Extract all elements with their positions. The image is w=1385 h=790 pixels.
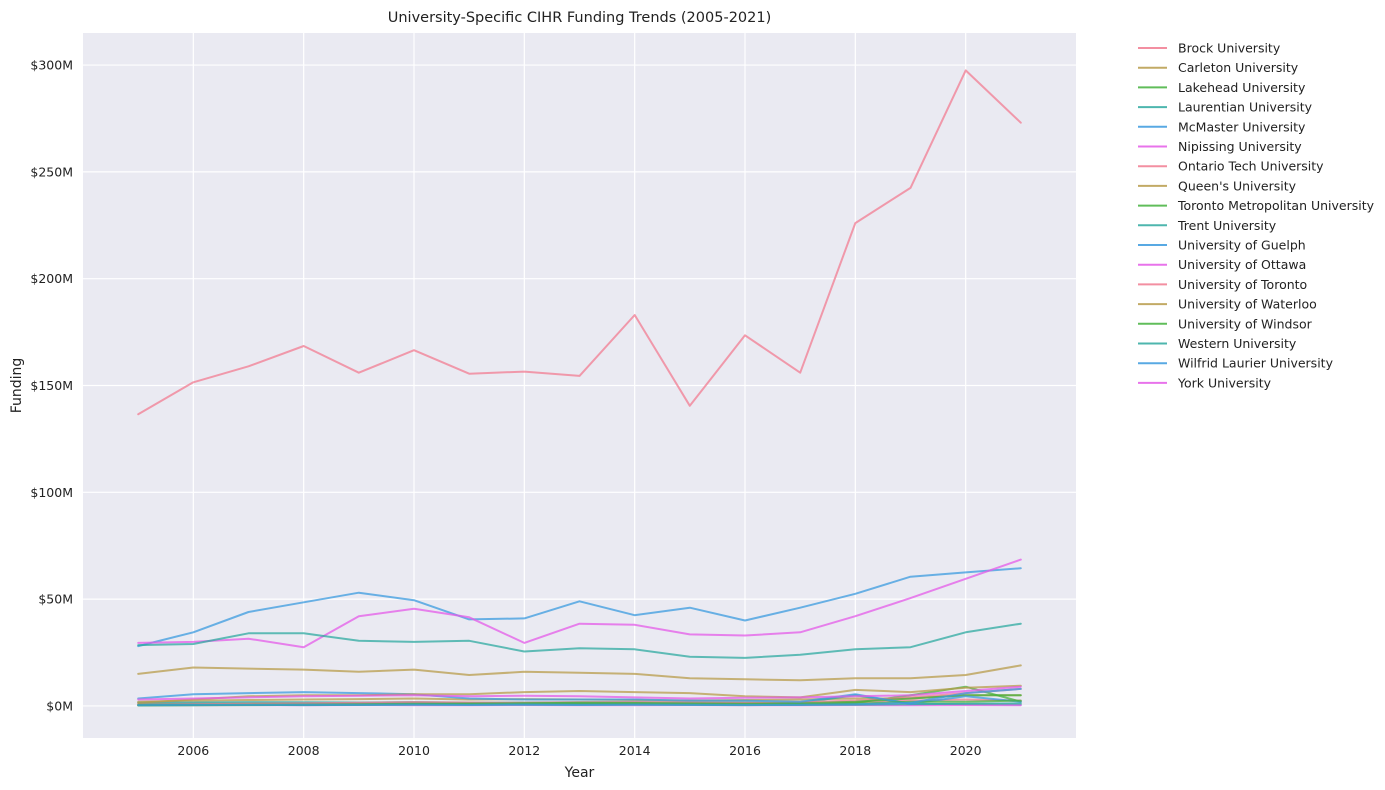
series-line-queen-s-university	[137, 664, 1022, 682]
legend-label: Trent University	[1177, 218, 1277, 233]
y-axis-label: Funding	[9, 358, 25, 414]
y-tick-label: $50M	[38, 592, 73, 607]
series-line-university-of-guelph	[137, 691, 1022, 705]
grid-lines	[83, 33, 1076, 738]
y-tick-label: $200M	[30, 271, 73, 286]
x-tick-label: 2008	[288, 743, 320, 758]
series-line-university-of-waterloo	[137, 684, 1022, 704]
legend-label: Nipissing University	[1178, 139, 1302, 154]
series-line-wilfrid-laurier-university	[137, 687, 1022, 707]
y-tick-label: $0M	[46, 698, 73, 713]
chart-title: University-Specific CIHR Funding Trends …	[388, 10, 772, 26]
series-line-york-university	[137, 685, 1022, 701]
y-tick-label: $150M	[30, 378, 73, 393]
legend-label: University of Guelph	[1178, 238, 1306, 253]
x-tick-label: 2016	[729, 743, 761, 758]
legend-label: Toronto Metropolitan University	[1177, 198, 1375, 213]
y-tick-label: $300M	[30, 58, 73, 73]
legend-label: University of Ottawa	[1178, 257, 1306, 272]
legend-label: Ontario Tech University	[1178, 159, 1324, 174]
legend-label: Carleton University	[1178, 60, 1299, 75]
x-tick-label: 2020	[950, 743, 982, 758]
series-line-mcmaster-university	[137, 567, 1022, 648]
y-tick-label: $250M	[30, 164, 73, 179]
legend-label: Queen's University	[1178, 178, 1297, 193]
legend-label: Brock University	[1178, 41, 1281, 56]
series-lines	[137, 69, 1022, 707]
x-axis-label: Year	[564, 765, 595, 781]
legend-label: Wilfrid Laurier University	[1178, 356, 1334, 371]
legend-label: University of Toronto	[1178, 277, 1307, 292]
legend-label: University of Waterloo	[1178, 297, 1317, 312]
y-tick-label: $100M	[30, 485, 73, 500]
series-line-university-of-ottawa	[137, 558, 1022, 649]
x-tick-label: 2014	[619, 743, 651, 758]
legend-label: Lakehead University	[1178, 80, 1306, 95]
x-tick-label: 2010	[398, 743, 430, 758]
series-line-western-university	[137, 622, 1022, 659]
x-tick-label: 2006	[177, 743, 209, 758]
x-tick-label: 2012	[508, 743, 540, 758]
tick-labels: 2006 2008 2010 2012 2014 2016 2018 2020 $0M $50M $…	[30, 58, 981, 758]
x-tick-label: 2018	[839, 743, 871, 758]
legend-label: McMaster University	[1178, 119, 1306, 134]
series-line-university-of-toronto	[137, 69, 1022, 416]
legend-label: York University	[1177, 375, 1272, 390]
legend-label: Western University	[1178, 336, 1297, 351]
legend-label: University of Windsor	[1178, 316, 1313, 331]
legend-label: Laurentian University	[1178, 100, 1313, 115]
legend: Brock University Carleton University Lakeh…	[1138, 41, 1375, 390]
